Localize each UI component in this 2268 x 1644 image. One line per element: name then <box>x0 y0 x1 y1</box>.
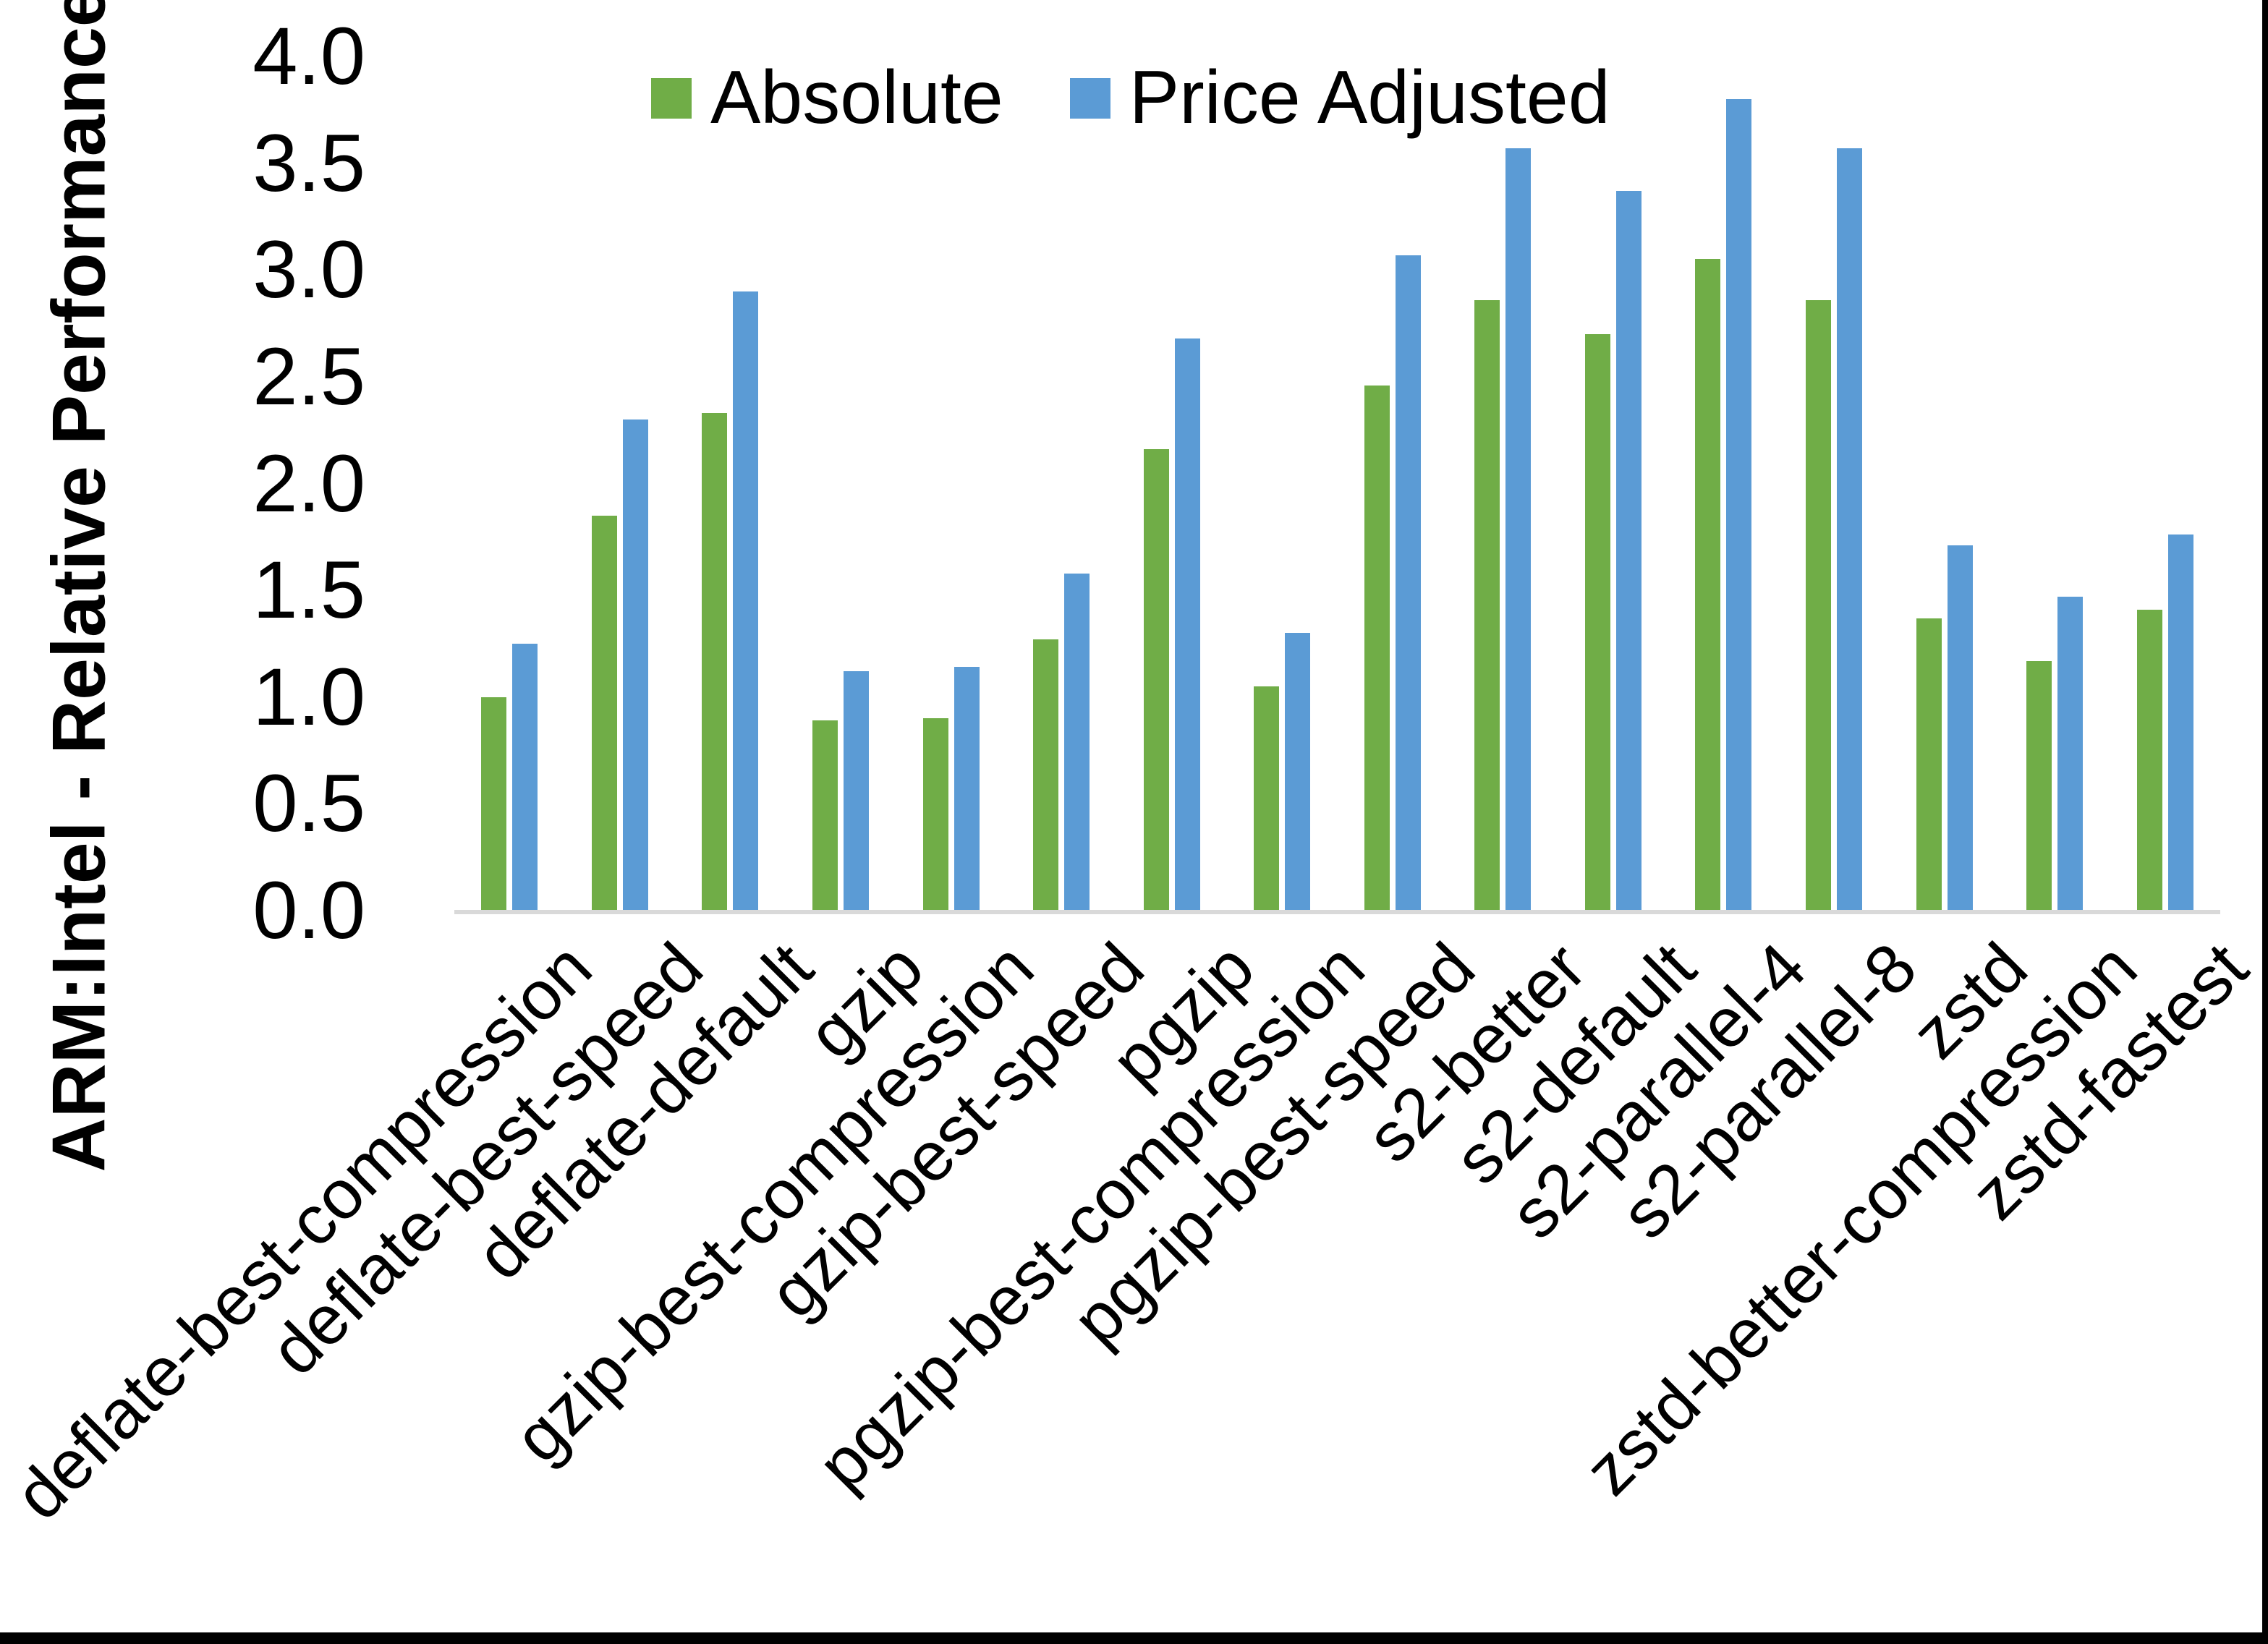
bar-price-adjusted-pgzip-best-compression <box>1285 633 1311 911</box>
y-tick-label-2.0: 2.0 <box>252 438 365 529</box>
bar-absolute-zstd-fastest <box>2136 609 2162 911</box>
bar-price-adjusted-zstd-fastest <box>2167 534 2193 911</box>
bar-price-adjusted-gzip-best-speed <box>1064 573 1090 911</box>
bar-absolute-s2-better <box>1474 299 1500 911</box>
legend-label-price-adjusted: Price Adjusted <box>1129 56 1610 140</box>
bar-price-adjusted-s2-better <box>1505 148 1532 911</box>
bar-price-adjusted-s2-default <box>1615 191 1641 911</box>
legend-item-price-adjusted: Price Adjusted <box>1069 55 1610 141</box>
bar-price-adjusted-gzip <box>843 671 869 911</box>
bar-price-adjusted-deflate-best-compression <box>512 643 538 911</box>
bar-absolute-deflate-best-speed <box>591 515 617 911</box>
bar-absolute-gzip <box>812 720 838 911</box>
bar-price-adjusted-zstd <box>1947 545 1973 911</box>
bar-absolute-pgzip <box>1143 449 1169 911</box>
bar-price-adjusted-s2-parallel-4 <box>1726 99 1752 911</box>
bar-absolute-gzip-best-compression <box>922 718 948 911</box>
y-tick-label-4.0: 4.0 <box>252 11 365 101</box>
bar-price-adjusted-pgzip <box>1174 338 1200 911</box>
bar-price-adjusted-deflate-default <box>733 291 759 911</box>
bar-absolute-s2-parallel-4 <box>1695 259 1721 911</box>
bar-price-adjusted-gzip-best-compression <box>954 667 980 911</box>
bar-absolute-s2-parallel-8 <box>1806 299 1832 911</box>
y-tick-label-0.5: 0.5 <box>252 758 365 849</box>
legend: Absolute Price Adjusted <box>651 55 1610 141</box>
y-tick-label-1.0: 1.0 <box>252 651 365 742</box>
bar-price-adjusted-deflate-best-speed <box>622 419 648 911</box>
y-tick-label-1.5: 1.5 <box>252 545 365 636</box>
y-tick-label-2.5: 2.5 <box>252 331 365 422</box>
x-axis-line <box>454 910 2220 914</box>
legend-swatch-absolute-icon <box>651 77 692 119</box>
bar-absolute-s2-default <box>1584 333 1610 911</box>
bar-price-adjusted-zstd-better-compression <box>2057 596 2084 911</box>
bar-absolute-pgzip-best-speed <box>1364 385 1390 911</box>
bar-absolute-deflate-best-compression <box>481 697 507 911</box>
legend-item-absolute: Absolute <box>651 55 1003 141</box>
window-border-right <box>2262 0 2268 1644</box>
y-tick-label-0.0: 0.0 <box>252 865 365 955</box>
bar-price-adjusted-pgzip-best-speed <box>1395 255 1421 911</box>
y-tick-label-3.0: 3.0 <box>252 224 365 315</box>
y-tick-label-3.5: 3.5 <box>252 117 365 208</box>
bar-price-adjusted-s2-parallel-8 <box>1837 148 1863 911</box>
bar-absolute-zstd <box>1916 618 1942 911</box>
bar-absolute-deflate-default <box>702 413 728 911</box>
bar-absolute-gzip-best-speed <box>1033 639 1059 911</box>
bar-absolute-pgzip-best-compression <box>1254 686 1280 911</box>
bar-absolute-zstd-better-compression <box>2026 660 2052 911</box>
window-border-bottom <box>0 1632 2268 1644</box>
legend-swatch-price-adjusted-icon <box>1069 77 1110 119</box>
legend-label-absolute: Absolute <box>710 56 1003 140</box>
